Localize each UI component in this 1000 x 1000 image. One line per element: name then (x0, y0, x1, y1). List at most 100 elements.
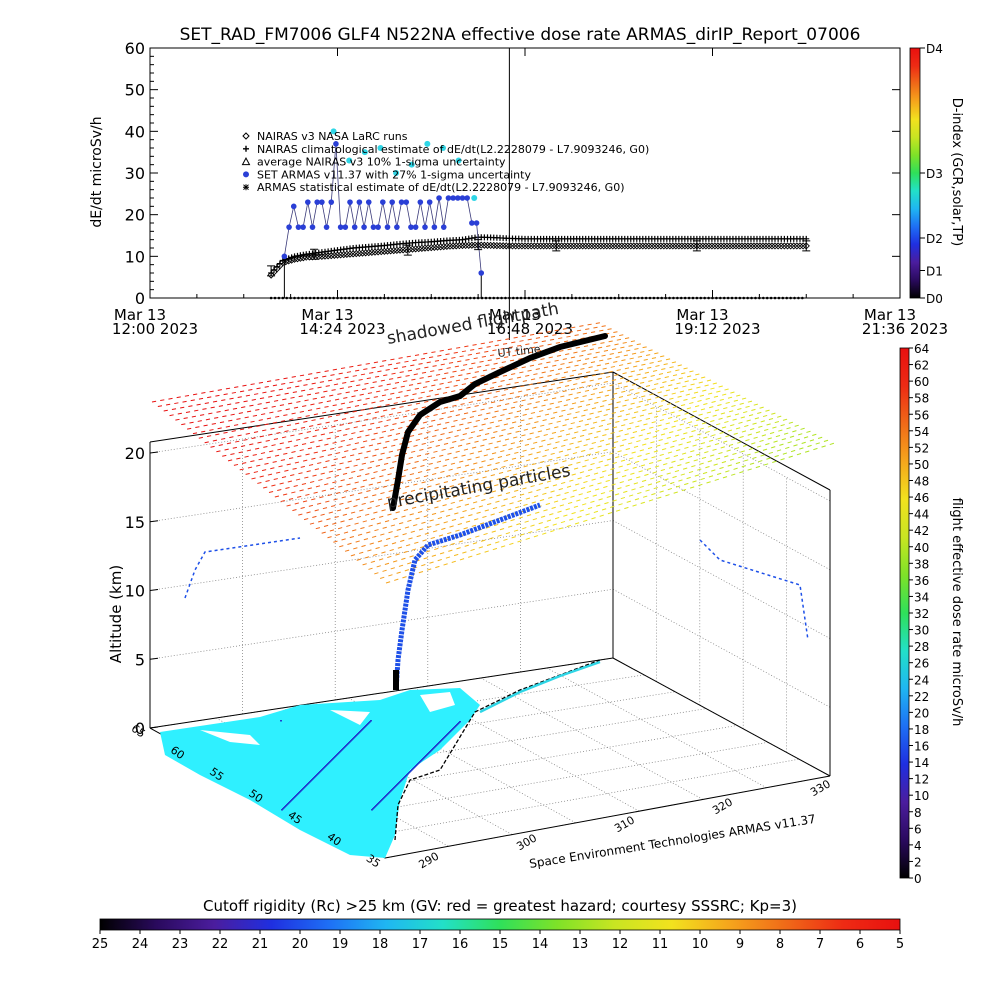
sheet-dash (640, 464, 646, 467)
sheet-dash (724, 420, 729, 424)
sheet-dash (711, 469, 716, 472)
map-speckle (315, 775, 317, 777)
rc-tick-label: 8 (776, 937, 784, 952)
plus-point (271, 266, 278, 273)
map-speckle (294, 796, 296, 798)
map-speckle (383, 797, 385, 799)
map-speckle (394, 786, 396, 788)
sheet-dash (398, 522, 404, 525)
map-speckle (286, 804, 288, 806)
sheet-dash (639, 381, 645, 384)
sheet-dash (581, 414, 586, 417)
sheet-dash (619, 409, 625, 412)
diamond-point (315, 252, 323, 261)
sheet-dash (767, 437, 772, 440)
dose-tick-label: 4 (914, 839, 922, 853)
sheet-dash (731, 404, 736, 408)
sheet-dash (623, 453, 628, 456)
dose-tick-label: 24 (914, 673, 929, 687)
sheet-dash (426, 361, 431, 364)
sheet-dash (203, 424, 208, 427)
sheet-dash (325, 385, 330, 387)
sheet-dash (612, 392, 618, 395)
sheet-dash (726, 449, 731, 452)
sheet-dash (674, 469, 680, 473)
sheet-dash (516, 445, 521, 448)
sheet-dash (556, 386, 561, 389)
sheet-dash (515, 430, 520, 433)
sheet-dash (398, 564, 404, 567)
sheet-dash (227, 459, 233, 462)
sheet-dash (442, 391, 448, 394)
map-speckle (396, 784, 398, 786)
sheet-dash (604, 464, 609, 467)
sheet-dash (533, 341, 538, 344)
sheet-dash (316, 371, 321, 374)
sheet-dash (544, 413, 550, 416)
sheet-dash (281, 436, 287, 439)
sheet-dash (398, 427, 403, 429)
sheet-dash (291, 491, 296, 494)
sheet-dash (400, 539, 405, 542)
sheet-dash (252, 414, 258, 417)
map-speckle (443, 737, 445, 739)
armas-point (370, 224, 377, 230)
sheet-dash (563, 514, 568, 517)
sheet-dash (586, 490, 592, 493)
sheet-dash (651, 421, 656, 424)
map-speckle (355, 735, 357, 737)
sheet-dash (405, 409, 410, 412)
sheet-dash (262, 429, 267, 432)
map-speckle (340, 750, 342, 752)
sheet-dash (708, 439, 714, 442)
sheet-dash (256, 387, 261, 390)
sheet-dash (544, 526, 549, 529)
sheet-dash (456, 547, 461, 550)
sheet-dash (280, 500, 285, 503)
sheet-dash (664, 442, 669, 445)
sheet-dash (722, 440, 728, 443)
sheet-dash (705, 466, 710, 469)
sheet-dash (733, 399, 739, 402)
sheet-dash (782, 452, 788, 455)
sheet-dash (519, 533, 525, 536)
dose-rate-colorbar (899, 347, 910, 879)
sheet-dash (407, 369, 413, 372)
sheet-dash (354, 369, 360, 372)
diamond-point (765, 242, 773, 250)
sheet-dash (493, 523, 499, 527)
map-speckle (426, 754, 428, 756)
sheet-dash (464, 544, 469, 547)
sheet-dash (509, 427, 514, 430)
sheet-dash (749, 428, 755, 431)
sheet-dash (506, 351, 511, 354)
sheet-dash (636, 373, 641, 376)
sheet-dash (675, 400, 680, 403)
sheet-dash (185, 411, 191, 413)
sheet-dash (285, 408, 290, 411)
baseline-point (347, 296, 351, 300)
sheet-dash (603, 449, 608, 452)
sheet-dash (719, 398, 724, 401)
sheet-dash (276, 432, 281, 434)
dose-tick-label: 60 (914, 375, 929, 389)
sheet-dash (577, 515, 582, 519)
diamond-point (567, 242, 575, 250)
sheet-dash (546, 393, 551, 396)
sheet-dash (443, 358, 448, 361)
sheet-dash (676, 414, 681, 417)
baseline-point (719, 296, 722, 300)
map-speckle (374, 806, 376, 808)
sheet-dash (482, 438, 487, 441)
sheet-dash (177, 412, 182, 415)
sheet-dash (493, 395, 498, 398)
sheet-dash (352, 529, 357, 532)
sheet-dash (622, 341, 627, 344)
sheet-dash (787, 441, 792, 444)
sheet-dash (500, 380, 505, 382)
sheet-dash (229, 397, 234, 400)
sheet-dash (519, 340, 524, 342)
sheet-dash (629, 457, 634, 460)
sheet-dash (713, 395, 719, 398)
sheet-dash (436, 423, 442, 426)
